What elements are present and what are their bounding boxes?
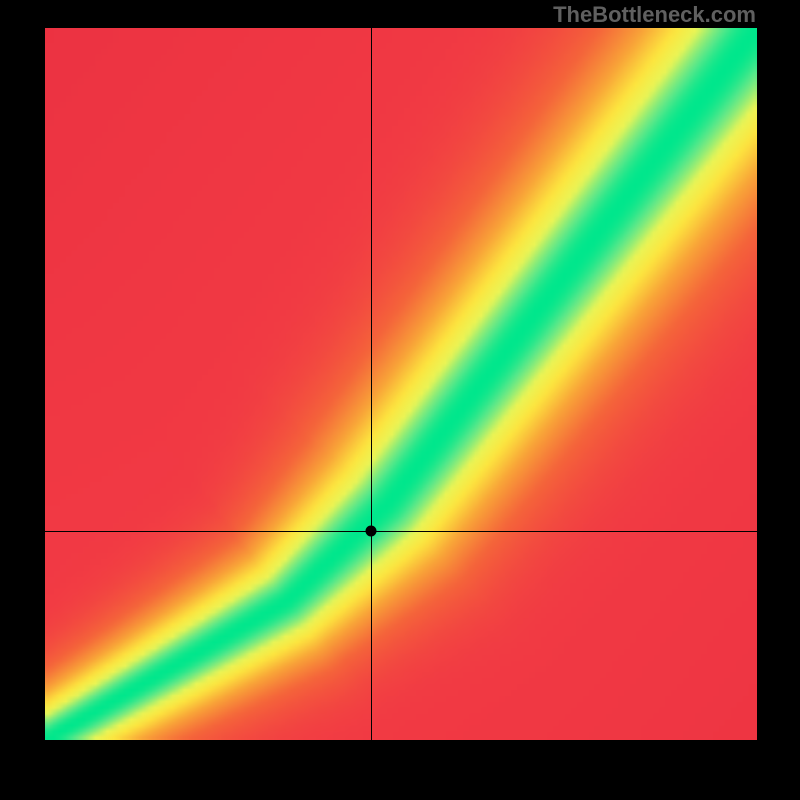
crosshair-vertical: [371, 28, 372, 740]
data-point-marker: [366, 526, 377, 537]
chart-frame: TheBottleneck.com: [0, 0, 800, 800]
heatmap-canvas: [45, 28, 757, 740]
crosshair-horizontal: [45, 531, 757, 532]
watermark-text: TheBottleneck.com: [553, 2, 756, 28]
heatmap-plot: [45, 28, 757, 740]
